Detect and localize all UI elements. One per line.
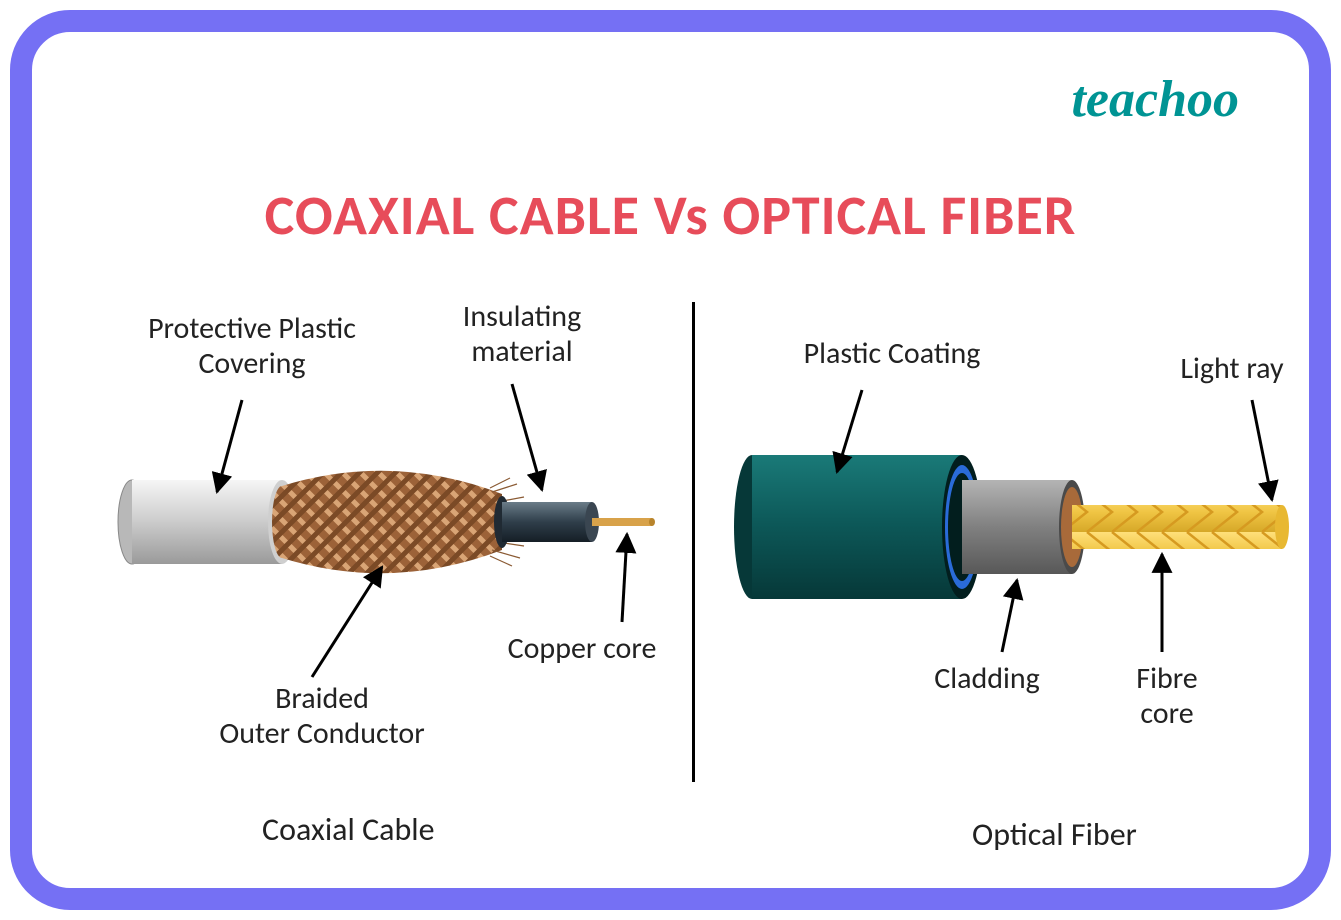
page-title: COAXIAL CABLE Vs OPTICAL FIBER [32,182,1309,250]
fiber-diagram [712,292,1332,852]
center-divider [692,302,695,782]
coaxial-diagram [72,292,692,852]
brand-logo: teachoo [1071,70,1239,129]
outer-frame: teachoo COAXIAL CABLE Vs OPTICAL FIBER P… [10,10,1331,910]
fiber-caption: Optical Fiber [972,817,1137,854]
coaxial-panel: Protective PlasticCovering Insulatingmat… [72,292,692,852]
fiber-panel: Plastic Coating Light ray Cladding Fibre… [712,292,1332,852]
coaxial-caption: Coaxial Cable [262,812,435,849]
